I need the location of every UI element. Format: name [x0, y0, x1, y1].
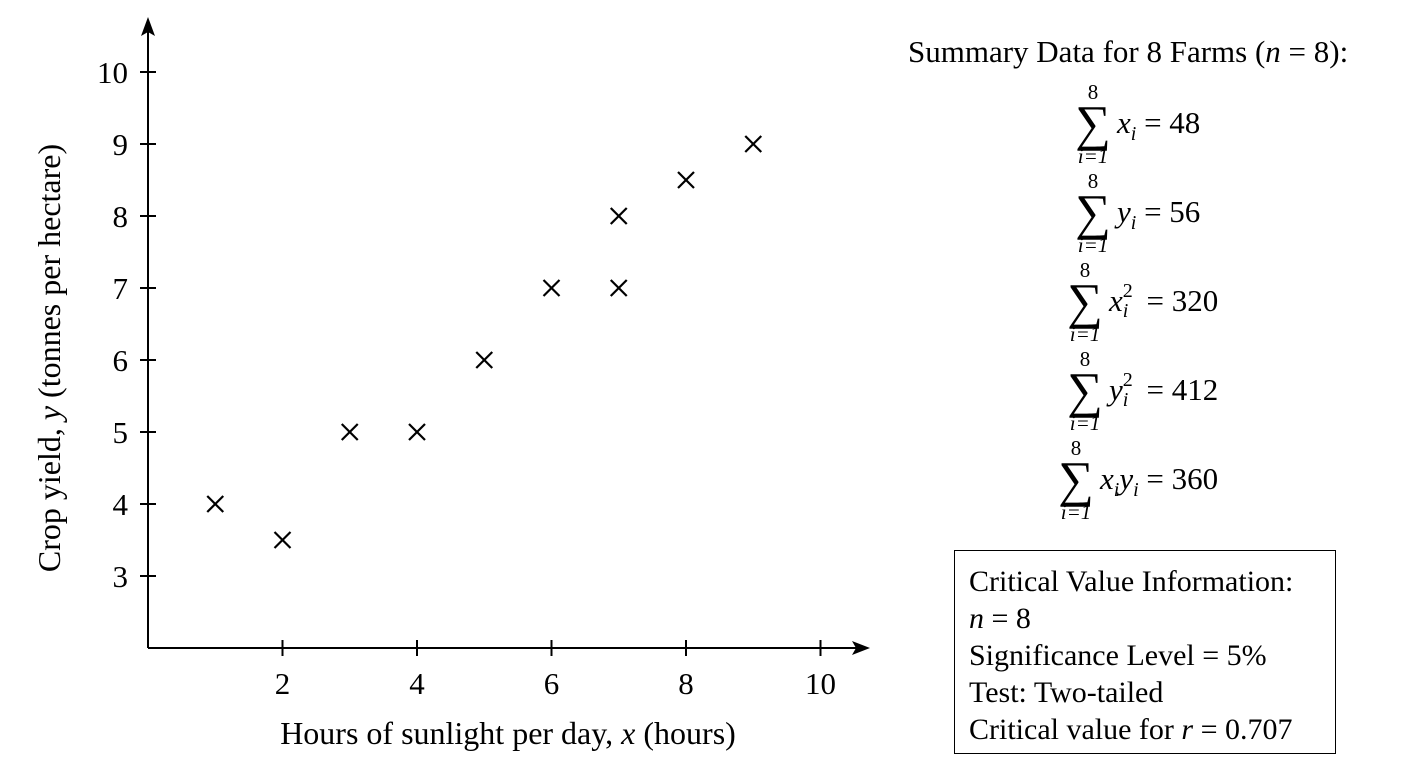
y-tick-label: 3 — [113, 559, 129, 594]
x-tick-label: 4 — [409, 666, 425, 701]
data-point — [475, 351, 494, 369]
y-tick-label: 10 — [97, 55, 128, 90]
sum-upper-limit: 8 — [1070, 436, 1082, 460]
critical-value: Critical value for r = 0.707 — [969, 713, 1293, 746]
y-tick-label: 7 — [113, 271, 129, 306]
scatter-plot: 2 4 6 8 10 3 4 5 6 7 8 9 10 Hours of sunlight per d… — [31, 17, 870, 751]
x-tick-label: 10 — [805, 666, 836, 701]
sigma-symbol: ∑ — [1067, 362, 1103, 418]
critical-significance: Significance Level = 5% — [969, 639, 1267, 672]
sum-lower-limit: i=1 — [1077, 144, 1109, 168]
sum-upper-limit: 8 — [1079, 258, 1091, 282]
sum-upper-limit: 8 — [1087, 80, 1099, 104]
y-tick-label: 4 — [113, 487, 129, 522]
sum-upper-limit: 8 — [1087, 169, 1099, 193]
data-point — [609, 207, 628, 225]
y-tick-label: 8 — [113, 199, 129, 234]
critical-heading: Critical Value Information: — [969, 565, 1294, 598]
x-axis-title: Hours of sunlight per day, x (hours) — [280, 715, 736, 751]
y-tick-label: 5 — [113, 415, 129, 450]
critical-value-box: Critical Value Information: n = 8 Signif… — [954, 550, 1336, 754]
data-point — [542, 279, 561, 297]
x-axis-arrow — [852, 641, 870, 655]
data-point — [744, 135, 763, 153]
sum-lower-limit: i=1 — [1069, 322, 1101, 346]
critical-n: n = 8 — [969, 602, 1031, 635]
sum-expression: xiyi = 360 — [1100, 461, 1219, 501]
data-point — [273, 531, 292, 549]
y-axis-arrow — [141, 17, 155, 36]
data-point — [677, 171, 695, 189]
sum-expression: xi = 48 — [1117, 105, 1201, 145]
y-tick-label: 9 — [113, 127, 129, 162]
data-point — [206, 495, 225, 513]
x-tick-label: 6 — [544, 666, 560, 701]
critical-test: Test: Two-tailed — [969, 676, 1164, 709]
sum-lower-limit: i=1 — [1060, 500, 1092, 524]
y-axis-title: Crop yield, y (tonnes per hectare) — [31, 144, 67, 572]
data-point — [340, 423, 359, 441]
x-tick-label: 8 — [678, 666, 694, 701]
data-point — [609, 279, 628, 297]
sum-expression: yi = 56 — [1117, 194, 1201, 234]
x-tick-label: 2 — [275, 666, 291, 701]
data-point — [408, 423, 426, 441]
y-tick-label: 6 — [113, 343, 129, 378]
sum-upper-limit: 8 — [1079, 347, 1091, 371]
sigma-symbol: ∑ — [1075, 184, 1111, 240]
summary-title: Summary Data for 8 Farms (n = 8): — [908, 34, 1349, 69]
sum-lower-limit: i=1 — [1069, 411, 1101, 435]
sigma-symbol: ∑ — [1058, 451, 1094, 507]
sigma-symbol: ∑ — [1075, 95, 1111, 151]
sum-lower-limit: i=1 — [1077, 233, 1109, 257]
sigma-symbol: ∑ — [1067, 273, 1103, 329]
